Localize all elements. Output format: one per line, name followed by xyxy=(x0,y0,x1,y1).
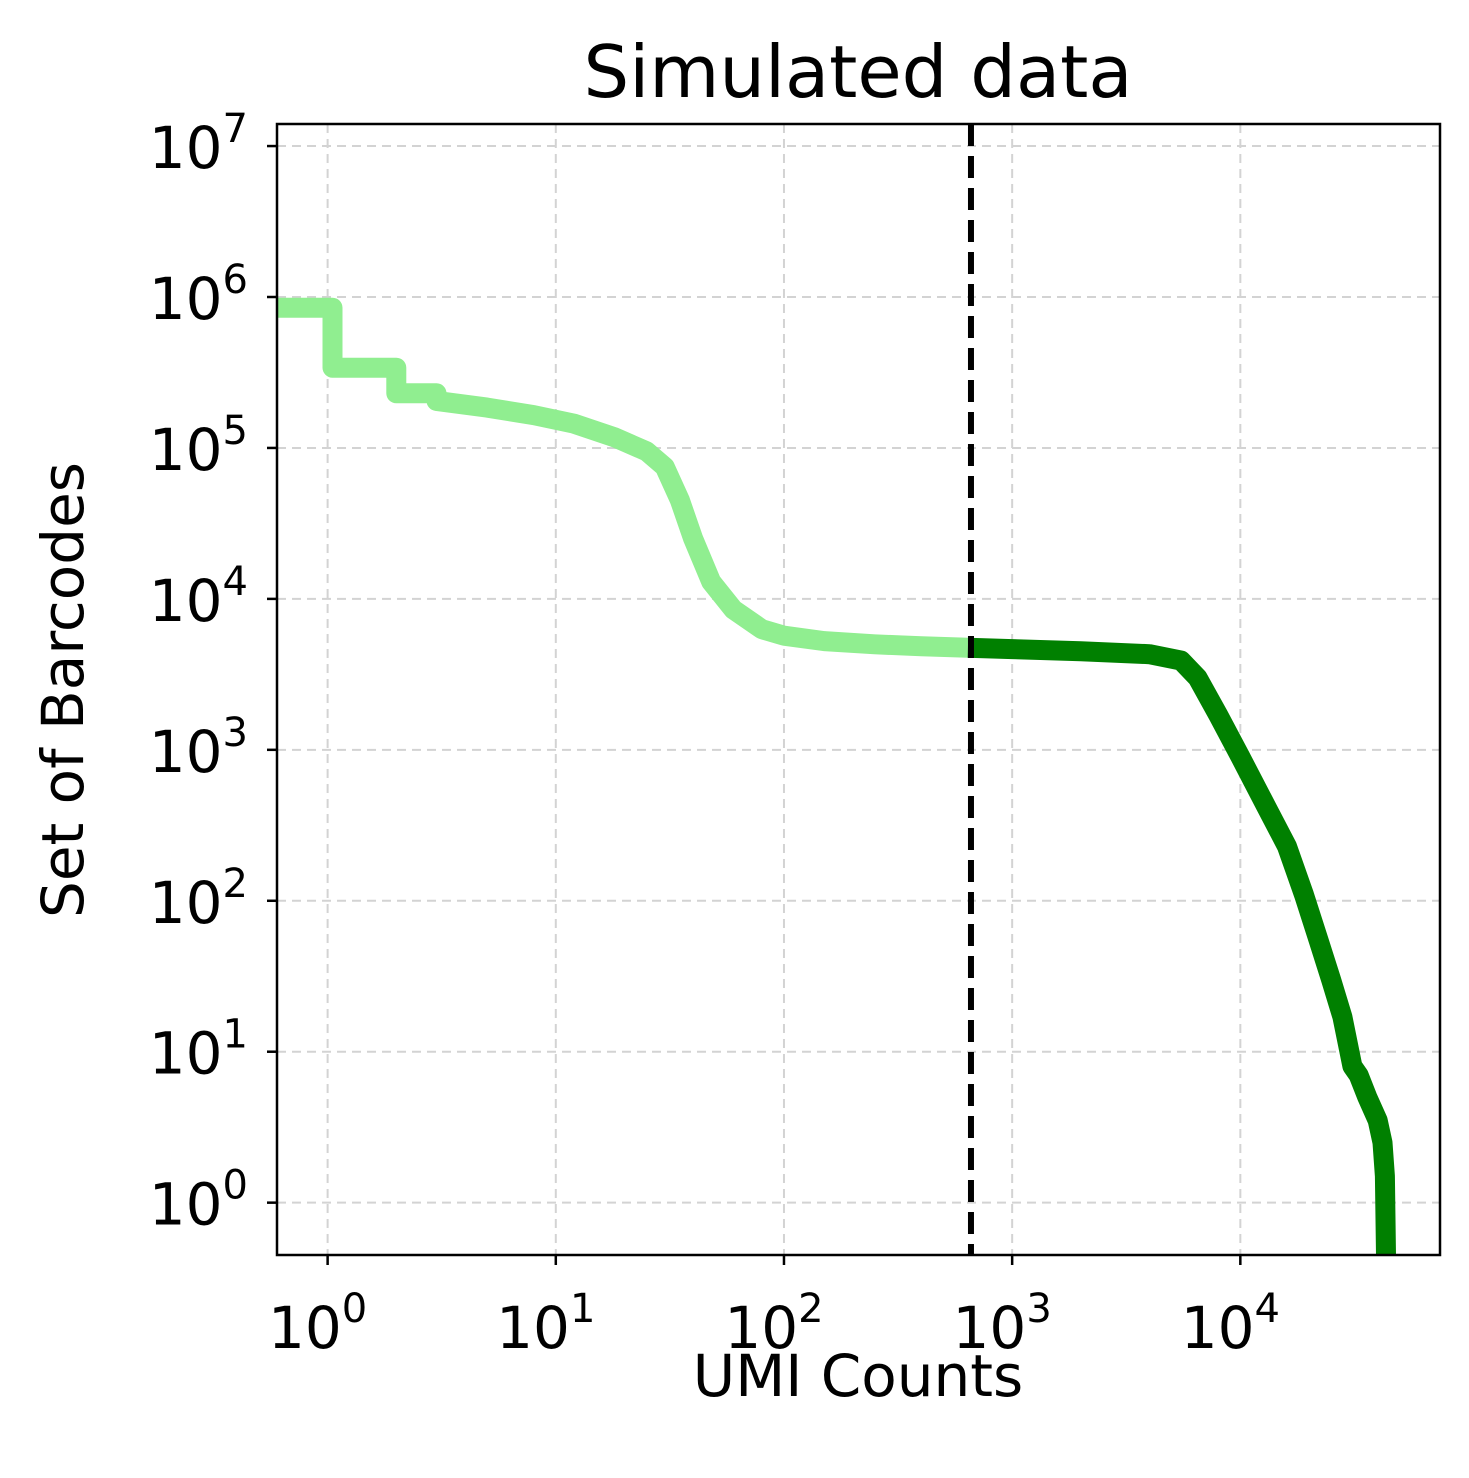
x-tick-label: 104 xyxy=(1181,1286,1280,1362)
plot-frame xyxy=(275,122,1442,1257)
y-tick-label: 107 xyxy=(149,106,248,182)
x-tick-label: 100 xyxy=(268,1286,367,1362)
y-tick-label: 106 xyxy=(149,257,248,333)
chart-title: Simulated data xyxy=(584,30,1133,114)
y-tick-label: 105 xyxy=(149,408,248,484)
x-tick-label: 103 xyxy=(953,1286,1052,1362)
grid xyxy=(277,124,1440,1255)
series-line-below-threshold xyxy=(277,297,969,658)
x-tick-label: 101 xyxy=(496,1286,595,1362)
y-tick-label: 100 xyxy=(149,1163,248,1239)
y-tick-label: 103 xyxy=(149,710,248,786)
y-tick-label: 101 xyxy=(149,1012,248,1088)
y-axis-label: Set of Barcodes xyxy=(29,462,97,918)
series-layer xyxy=(277,297,1396,1256)
ticks: 100 101 102 103 104 100 101 102 103 104 105 106 107 xyxy=(149,106,1280,1362)
y-tick-label: 104 xyxy=(149,559,248,635)
x-axis-label: UMI Counts xyxy=(693,1342,1024,1410)
y-tick-label: 102 xyxy=(149,861,248,937)
series-line-above-threshold xyxy=(967,637,1396,1256)
x-tick-label: 102 xyxy=(724,1286,823,1362)
